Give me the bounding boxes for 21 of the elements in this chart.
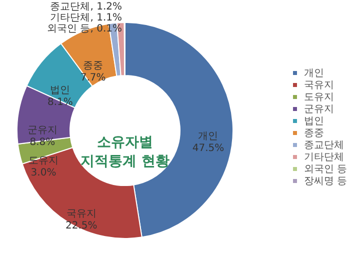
data-label: 종교단체, 1.2%	[50, 2, 122, 12]
legend-label: 기타단체	[304, 152, 344, 163]
legend-label: 도유지	[304, 92, 334, 103]
legend-label: 국유지	[304, 80, 334, 91]
legend-label: 외국인 등	[304, 164, 348, 175]
legend-label: 종교단체	[304, 140, 344, 151]
slice-label: 군유지	[27, 124, 58, 136]
text: 소유자별 지적통계 현황	[80, 134, 170, 170]
data-label: 47.5%	[192, 142, 224, 154]
legend-label: 장씨명 등	[304, 176, 348, 187]
slice-label: 법인	[50, 84, 70, 96]
slice-label: 개인	[198, 130, 218, 142]
slice-label: 종중	[83, 60, 104, 72]
slice-label: 도유지	[28, 156, 59, 167]
data-label: 3.0%	[30, 168, 56, 179]
legend-label: 군유지	[304, 104, 334, 115]
legend-label: 종중	[304, 128, 324, 139]
slice-label: 국유지	[66, 208, 96, 220]
legend-label: 법인	[304, 116, 324, 127]
legend-label: 개인	[304, 68, 324, 79]
data-label: 기타단체, 1.1%	[50, 12, 122, 24]
